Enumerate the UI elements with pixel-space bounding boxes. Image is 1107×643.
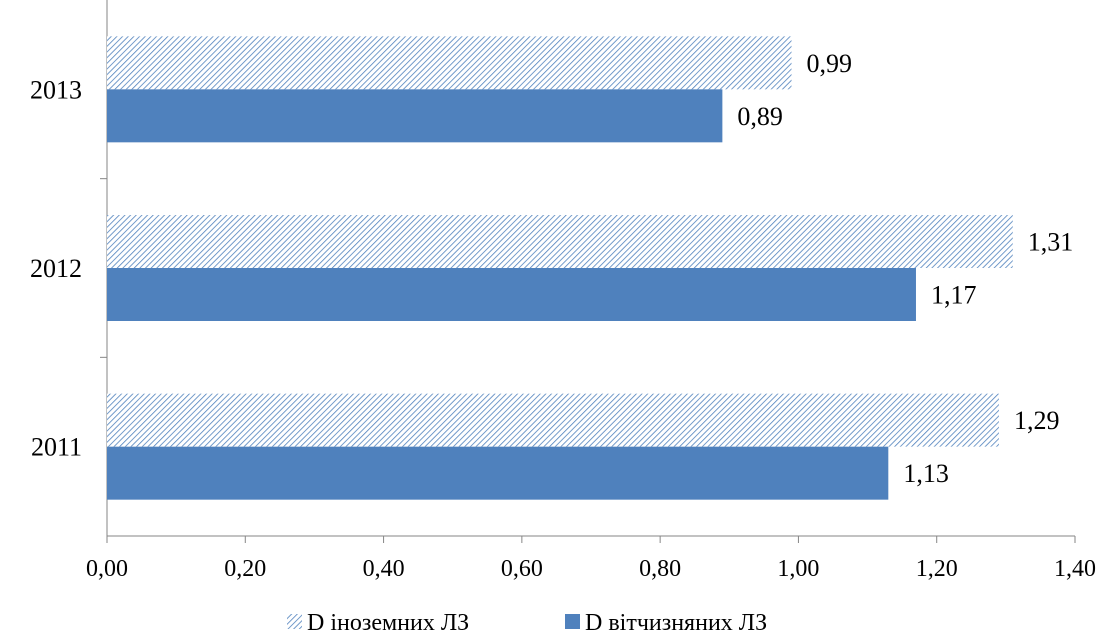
bar-domestic — [107, 89, 723, 143]
legend-label: D іноземних ЛЗ — [307, 610, 469, 636]
data-label: 1,31 — [1028, 228, 1074, 257]
data-label: 0,89 — [737, 102, 783, 131]
x-tick-label: 0,40 — [363, 556, 405, 582]
data-label: 1,29 — [1014, 406, 1060, 435]
x-tick-label: 0,20 — [224, 556, 266, 582]
x-tick-label: 1,20 — [916, 556, 958, 582]
legend-swatch-foreign — [287, 614, 302, 629]
bar-domestic — [107, 446, 889, 500]
category-label: 2011 — [31, 433, 82, 462]
plot-area: 0,00 0,20 0,40 0,60 0,80 1,00 1,20 1,40 2011 1,29… — [30, 0, 1096, 582]
bar-foreign — [107, 36, 792, 90]
bar-domestic — [107, 268, 916, 321]
category-label: 2012 — [30, 254, 82, 283]
x-tick-label: 1,00 — [777, 556, 819, 582]
legend: D іноземних ЛЗ D вітчизняних ЛЗ — [287, 610, 767, 636]
data-label: 1,13 — [903, 459, 949, 488]
bar-foreign — [107, 215, 1013, 268]
legend-label: D вітчизняних ЛЗ — [585, 610, 767, 636]
x-tick-label: 0,00 — [86, 556, 128, 582]
category-label: 2013 — [30, 75, 82, 104]
x-tick-label: 0,80 — [639, 556, 681, 582]
x-tick-label: 1,40 — [1054, 556, 1096, 582]
bar-foreign — [107, 393, 999, 447]
x-tick-label: 0,60 — [501, 556, 543, 582]
data-label: 0,99 — [807, 49, 853, 78]
legend-swatch-domestic — [565, 614, 580, 629]
data-label: 1,17 — [931, 281, 977, 310]
